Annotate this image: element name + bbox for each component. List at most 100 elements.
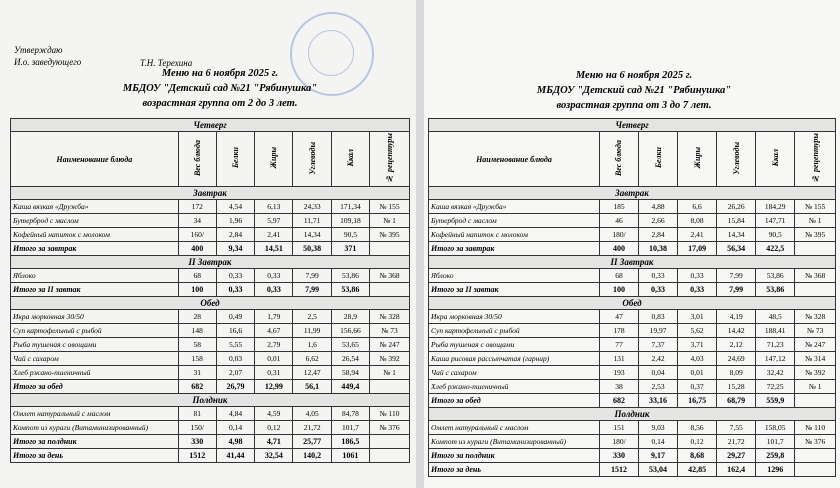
section-row: Завтрак	[10, 186, 410, 201]
cell: 4,59	[254, 406, 294, 422]
cell: 4,19	[716, 309, 757, 325]
cell: № 328	[369, 309, 410, 325]
cell: 0,01	[677, 365, 718, 381]
cell: 7,99	[292, 282, 332, 298]
cell: 42,85	[677, 462, 718, 478]
column-header: Ккал	[330, 130, 371, 188]
dish-row: Яблоко 68 0,33 0,33 7,99 53,86 № 368	[10, 268, 410, 284]
dish-row: Итого за завтрак 400 10,38 17,09 56,34 422,5	[428, 241, 836, 257]
cell: 2,84	[215, 227, 256, 243]
dish-row: Кофейный напиток с молоком 180/2,84 2,41 14…	[428, 227, 836, 243]
cell: Чай с сахаром	[10, 351, 179, 367]
cell: 148	[177, 323, 217, 339]
cell: 3,01	[677, 309, 718, 325]
column-header: Жиры	[677, 130, 718, 188]
heading-line: Меню на 6 ноября 2025 г.	[161, 68, 279, 79]
cell: 53,86	[330, 282, 371, 298]
cell: 21,72	[292, 420, 332, 436]
dish-row: Итого за завтрак 400 9,34 14,51 50,38 371	[10, 241, 410, 257]
cell: 0,33	[215, 282, 256, 298]
cell: № 1	[794, 213, 836, 229]
cell: № 392	[369, 351, 410, 367]
menu-heading: Меню на 6 ноября 2025 г. МБДОУ "Детский с…	[484, 68, 784, 113]
cell: 26,26	[716, 199, 757, 215]
cell: Яблоко	[428, 268, 600, 284]
cell	[369, 379, 410, 395]
column-header: Углеводы	[716, 130, 757, 188]
cell: 4,84	[215, 406, 256, 422]
cell: № 155	[794, 199, 836, 215]
cell: 48,5	[755, 309, 796, 325]
cell: № 368	[794, 268, 836, 284]
cell: 53,86	[755, 268, 796, 284]
cell: Итого за день	[428, 462, 600, 478]
cell: 1512	[598, 462, 640, 478]
cell: № 1	[369, 213, 410, 229]
cell: 50,38	[292, 241, 332, 257]
cell: 0,01	[254, 351, 294, 367]
cell: 101,7	[330, 420, 371, 436]
cell: 24,33	[292, 199, 332, 215]
cell: 12,99	[254, 379, 294, 395]
cell: 682	[598, 393, 640, 409]
cell: 0,33	[254, 282, 294, 298]
dish-row: Итого за II завтак 100 0,33 0,33 7,99 53,86	[10, 282, 410, 298]
header-text: Углеводы	[307, 141, 317, 175]
cell: 56,1	[292, 379, 332, 395]
cell: 559,9	[755, 393, 796, 409]
section-name: Обед	[10, 296, 410, 311]
cell: № 368	[369, 268, 410, 284]
day-row: Четверг	[10, 118, 410, 132]
cell: 3,71	[677, 337, 718, 353]
cell: 158	[177, 351, 217, 367]
cell: 53,86	[755, 282, 796, 298]
cell: 400	[598, 241, 640, 257]
cell: 180/	[598, 434, 640, 450]
dish-row: Компот из кураги (Витаминизированный) 180…	[428, 434, 836, 450]
cell	[369, 241, 410, 257]
cell: Каша вязкая «Дружба»	[10, 199, 179, 215]
cell: 1512	[177, 448, 217, 464]
cell: 90,5	[330, 227, 371, 243]
cell: 422,5	[755, 241, 796, 257]
dish-row: Каша вязкая «Дружба» 185 4,88 6,6 26,26 184,2…	[428, 199, 836, 215]
cell: 34	[177, 213, 217, 229]
cell: 178	[598, 323, 640, 339]
section-row: II Завтрак	[428, 255, 836, 270]
cell: 1,6	[292, 337, 332, 353]
menu-page: Меню на 6 ноября 2025 г. МБДОУ "Детский с…	[424, 0, 840, 488]
cell: 68,79	[716, 393, 757, 409]
section-name: Обед	[428, 296, 836, 311]
dish-row: Яблоко 68 0,33 0,33 7,99 53,86 № 368	[428, 268, 836, 284]
cell: 0,03	[215, 351, 256, 367]
section-row: Полдник	[10, 393, 410, 408]
heading-line: возрастная группа от 2 до 3 лет.	[142, 98, 298, 109]
stamp	[290, 12, 374, 96]
cell: 131	[598, 351, 640, 367]
cell: Итого за день	[10, 448, 179, 464]
cell: 147,71	[755, 213, 796, 229]
dish-row: Икра морковная 30/50 28 0,49 1,79 2,5 28,9 № 3…	[10, 309, 410, 325]
cell: 4,88	[638, 199, 679, 215]
heading-line: возрастная группа от 3 до 7 лет.	[556, 100, 712, 111]
header-text: Жиры	[269, 147, 279, 169]
dish-row: Хлеб ржано-пшеничный 31 2,07 0,31 12,47 58,94…	[10, 365, 410, 381]
cell: 0,33	[215, 268, 256, 284]
cell: 101,7	[755, 434, 796, 450]
cell: 180/	[598, 227, 640, 243]
cell: 5,97	[254, 213, 294, 229]
column-header: № рецептуры	[369, 130, 410, 188]
cell: 0,33	[677, 268, 718, 284]
header-text: Наименование блюда	[476, 154, 552, 164]
cell: 25,77	[292, 434, 332, 450]
cell: 0,12	[254, 420, 294, 436]
dish-row: Каша вязкая «Дружба» 172 4,54 6,13 24,33 171,…	[10, 199, 410, 215]
dish-row: Итого за полдник 330 4,98 4,71 25,77 186,5	[10, 434, 410, 450]
cell: 12,47	[292, 365, 332, 381]
cell: 32,42	[755, 365, 796, 381]
cell: 193	[598, 365, 640, 381]
header-row: Наименование блюда Вес блюда Белки Жиры Угле…	[428, 130, 836, 188]
cell: 7,99	[716, 282, 757, 298]
cell: 184,29	[755, 199, 796, 215]
section-name: II Завтрак	[428, 255, 836, 270]
